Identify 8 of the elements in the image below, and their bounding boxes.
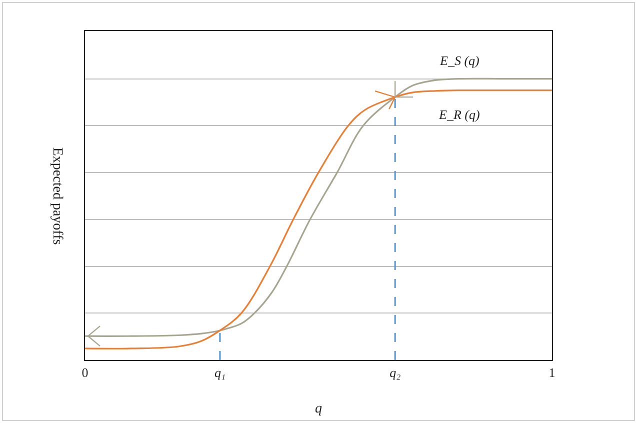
x-tick-label: q₂ — [390, 364, 402, 380]
series-label: E_S (q) — [439, 53, 480, 68]
x-tick-label: 0 — [82, 364, 88, 380]
x-tick-label: 1 — [548, 364, 556, 380]
series-label: E_R (q) — [438, 107, 480, 122]
x-axis-title: q — [315, 401, 322, 416]
x-tick-label: q₁ — [214, 364, 226, 380]
y-axis-title: Expected payoffs — [50, 147, 65, 245]
